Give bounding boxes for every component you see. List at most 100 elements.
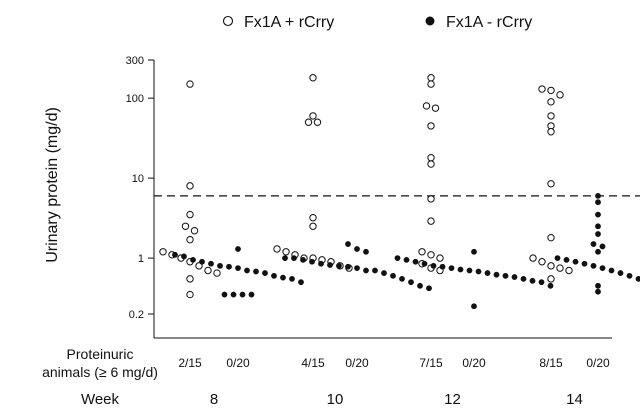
open-circle-point (186, 235, 194, 244)
open-circle-point (204, 266, 212, 275)
filled-circle-point (280, 274, 286, 281)
fraction-label-filled: 0/20 (462, 356, 486, 370)
open-circle-point (547, 262, 555, 270)
filled-circle-point (230, 291, 237, 298)
filled-circle-point (394, 255, 401, 262)
open-circle-point (547, 275, 555, 283)
open-circle-point (181, 222, 190, 230)
open-circle-point (431, 104, 440, 112)
open-circle-point (186, 210, 194, 219)
y-tick-label: 1 (138, 253, 144, 265)
filled-circle-point (336, 262, 342, 269)
open-circle-point (427, 122, 435, 130)
filled-circle-point (430, 262, 437, 269)
open-circle-point (186, 275, 194, 283)
open-circle-point (273, 245, 281, 253)
y-tick-label: 300 (126, 55, 144, 67)
open-circle-point (547, 112, 555, 120)
filled-circle-point (595, 199, 601, 206)
open-circle-point (427, 160, 435, 168)
open-circle-point (213, 269, 221, 277)
filled-circle-point (235, 265, 241, 271)
filled-circle-point (599, 265, 606, 271)
open-circle-point (427, 154, 435, 162)
filled-circle-point (327, 262, 333, 268)
week-label: 10 (327, 391, 344, 408)
filled-circle-point (291, 255, 297, 262)
filled-circle-point (253, 268, 259, 275)
open-circle-point (309, 214, 317, 222)
legend-filled-circle-icon (425, 16, 435, 26)
filled-circle-point (471, 303, 477, 310)
filled-circle-point (354, 265, 360, 271)
filled-circle-point (599, 243, 606, 250)
open-circle-point (436, 254, 444, 262)
legend-label-open: Fx1A + rCrry (244, 14, 334, 31)
open-circle-point (186, 80, 194, 88)
filled-circle-point (412, 258, 419, 265)
open-circle-point (565, 266, 573, 275)
open-circle-point (556, 264, 564, 272)
fraction-label-open: 2/15 (178, 356, 202, 370)
data-points (159, 74, 640, 310)
filled-circle-point (554, 255, 561, 262)
week-label: 8 (210, 391, 218, 408)
filled-circle-point (608, 267, 615, 274)
open-circle-point (304, 118, 313, 126)
filled-circle-point (226, 263, 232, 270)
filled-circle-point (581, 260, 588, 267)
open-circle-point (427, 251, 435, 259)
open-circle-point (547, 128, 555, 136)
legend-open-circle-icon (222, 15, 234, 27)
open-circle-point (159, 248, 167, 256)
filled-circle-point (172, 251, 178, 258)
filled-circle-point (595, 282, 601, 289)
legend: Fx1A + rCrry Fx1A - rCrry (222, 14, 532, 31)
open-circle-point (418, 248, 426, 256)
filled-circle-point (426, 285, 432, 292)
filled-circle-point (363, 267, 369, 274)
open-circle-point (309, 222, 317, 230)
open-circle-point (427, 195, 435, 203)
filled-circle-point (511, 274, 518, 280)
open-circle-point (186, 182, 194, 190)
filled-circle-point (181, 253, 187, 260)
y-tick-label: 10 (132, 173, 144, 185)
filled-circle-point (190, 256, 196, 263)
filled-circle-point (248, 291, 255, 298)
filled-circle-point (626, 272, 633, 279)
filled-circle-point (590, 241, 597, 247)
filled-circle-point (417, 282, 423, 289)
filled-circle-point (309, 258, 315, 265)
open-circle-point (427, 74, 435, 82)
filled-circle-point (289, 275, 295, 282)
filled-circle-point (408, 279, 414, 286)
open-circle-point (186, 290, 194, 299)
filled-circle-point (484, 270, 491, 276)
fraction-label-open: 4/15 (301, 356, 325, 370)
filled-circle-point (538, 279, 545, 286)
open-circle-point (427, 217, 435, 225)
proteinuric-label-line2: animals (≥ 6 mg/d) (42, 364, 158, 380)
open-circle-point (427, 80, 435, 88)
filled-circle-point (547, 282, 554, 289)
proteinuric-fractions: 2/15 0/20 4/15 0/20 7/15 0/20 8/15 0/20 (178, 356, 610, 370)
y-axis-title: Urinary protein (mg/d) (44, 107, 61, 263)
filled-circle-point (617, 270, 624, 276)
open-circle-point (190, 227, 199, 235)
filled-circle-point (563, 256, 570, 263)
filled-circle-point (471, 248, 477, 255)
filled-circle-point (403, 256, 410, 263)
legend-label-filled: Fx1A - rCrry (446, 14, 532, 31)
filled-circle-point (300, 256, 306, 263)
week-label: 12 (444, 391, 461, 408)
open-circle-point (547, 86, 555, 95)
filled-circle-point (493, 271, 500, 278)
proteinuric-label-line1: Proteinuric (67, 346, 134, 362)
y-tick-label: 100 (126, 93, 144, 105)
open-circle-point (547, 233, 555, 242)
filled-circle-point (390, 272, 396, 279)
filled-circle-point (318, 260, 324, 267)
